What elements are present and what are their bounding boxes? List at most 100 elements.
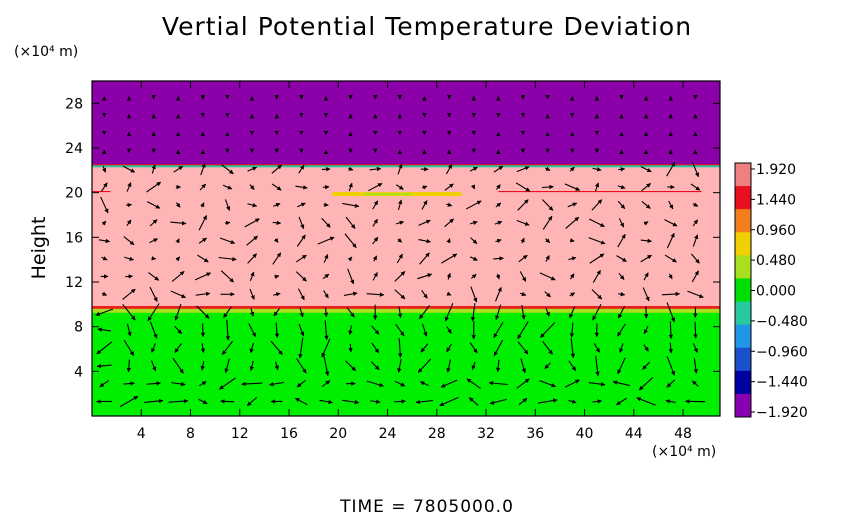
wind-vector-arrow — [323, 307, 329, 318]
wind-vector-arrow — [98, 238, 111, 244]
layer-upper — [92, 81, 720, 165]
wind-vector-arrow — [545, 307, 550, 317]
wind-vector-arrow — [419, 252, 430, 265]
wind-vector-arrow — [588, 237, 606, 245]
wind-vector-arrow — [664, 254, 677, 263]
wind-vector-arrow — [348, 325, 353, 336]
wind-vector-arrow — [370, 399, 381, 404]
wind-vector-arrow — [690, 183, 701, 191]
wind-vector-arrow — [126, 219, 132, 227]
wind-vector-arrow — [421, 323, 428, 337]
colorbar-segment — [735, 393, 751, 418]
wind-vector-arrow — [95, 308, 114, 316]
wind-vector-arrow — [664, 219, 678, 227]
wind-vector-arrow — [419, 381, 429, 386]
wind-vector-arrow — [569, 166, 575, 172]
wind-vector-arrow — [151, 360, 157, 372]
wind-vector-arrow — [617, 200, 626, 210]
wind-vector-arrow — [666, 379, 676, 388]
wind-vector-arrow — [643, 221, 649, 226]
wind-vector-arrow — [616, 397, 627, 406]
wind-vector-arrow — [274, 322, 280, 339]
colorbar-segment — [735, 278, 751, 303]
wind-vector-arrow — [321, 338, 331, 358]
colorbar-label: 0.960 — [756, 223, 796, 239]
wind-vector-arrow — [396, 253, 403, 264]
wind-vector-arrow — [194, 272, 211, 281]
wind-vector-arrow — [519, 291, 527, 297]
wind-vector-arrow — [97, 327, 111, 332]
wind-vector-arrow — [101, 256, 108, 261]
wind-vector-arrow — [395, 220, 405, 225]
wind-vector-arrow — [149, 286, 158, 302]
wind-vector-arrow — [446, 272, 451, 280]
wind-vector-arrow — [569, 238, 575, 243]
wind-vector-arrow — [418, 238, 431, 244]
wind-vector-arrow — [642, 361, 651, 370]
wind-vector-arrow — [271, 164, 282, 174]
wind-vector-arrow — [170, 220, 187, 226]
wind-vector-arrow — [295, 185, 308, 190]
wind-vector-arrow — [248, 323, 256, 337]
wind-vector-arrow — [520, 358, 527, 374]
wind-vector-arrow — [273, 308, 280, 317]
wind-vector-arrow — [174, 326, 183, 335]
x-tick-label: 32 — [477, 426, 495, 442]
wind-vector-arrow — [595, 355, 600, 377]
y-tick-label: 24 — [65, 141, 83, 157]
wind-vector-arrow — [100, 196, 109, 214]
wind-vector-arrow — [666, 355, 676, 376]
wind-vector-arrow — [397, 238, 403, 243]
wind-vector-arrow — [592, 303, 602, 321]
wind-vector-arrow — [588, 381, 606, 387]
wind-vector-arrow — [297, 288, 305, 301]
wind-vector-arrow — [123, 381, 135, 386]
wind-vector-arrow — [470, 286, 478, 303]
wind-vector-arrow — [196, 305, 210, 319]
wind-vector-arrow — [348, 343, 353, 353]
wind-vector-arrow — [249, 271, 255, 282]
wind-vector-arrow — [495, 202, 502, 208]
interface-band-upper-cyan — [92, 165, 720, 168]
x-tick-label: 4 — [137, 426, 146, 442]
wind-vector-arrow — [417, 358, 432, 373]
x-tick-label: 48 — [674, 426, 692, 442]
wind-vector-arrow — [420, 343, 429, 353]
colorbar-segment — [735, 163, 751, 187]
wind-vector-arrow — [146, 381, 161, 386]
wind-vector-arrow — [518, 397, 528, 406]
wind-vector-arrow — [175, 202, 181, 208]
colorbar-label: −0.480 — [756, 314, 808, 330]
wind-vector-arrow — [244, 218, 260, 228]
wind-vector-arrow — [668, 200, 674, 210]
wind-vector-arrow — [342, 399, 360, 405]
wind-vector-arrow — [518, 254, 528, 263]
wind-vector-arrow — [468, 397, 479, 406]
wind-vector-arrow — [246, 396, 258, 407]
wind-vector-arrow — [537, 398, 558, 404]
wind-vector-arrow — [489, 398, 507, 405]
wind-vector-arrow — [545, 255, 550, 262]
y-tick-label: 28 — [65, 96, 83, 112]
wind-vector-arrow — [690, 253, 700, 264]
wind-vector-arrow — [119, 395, 139, 408]
wind-vector-arrow — [495, 238, 502, 244]
wind-vector-arrow — [591, 289, 603, 300]
wind-vector-arrow — [568, 360, 577, 372]
wind-vector-arrow — [151, 343, 156, 353]
wind-vector-arrow — [668, 342, 674, 354]
wind-vector-arrow — [668, 273, 673, 280]
wind-vector-arrow — [446, 202, 453, 207]
wind-vector-arrow — [398, 338, 403, 358]
wind-vector-arrow — [199, 183, 207, 191]
wind-vector-arrow — [446, 326, 452, 334]
wind-vector-arrow — [520, 237, 525, 244]
wind-vector-arrow — [642, 287, 650, 302]
wind-vector-arrow — [470, 237, 478, 245]
wind-vector-arrow — [494, 220, 503, 225]
wind-vector-arrow — [691, 161, 700, 178]
wind-vector-arrow — [493, 339, 504, 357]
wind-vector-arrow — [693, 321, 698, 339]
wind-vector-arrow — [323, 355, 330, 376]
wind-vector-arrow — [446, 359, 452, 373]
